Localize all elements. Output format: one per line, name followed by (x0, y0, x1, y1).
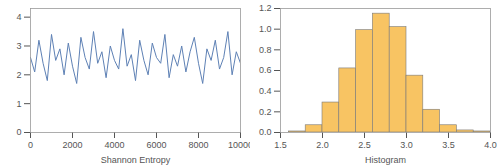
svg-text:Histogram: Histogram (365, 155, 406, 165)
svg-text:0.6: 0.6 (259, 65, 272, 75)
svg-text:1.0: 1.0 (259, 24, 272, 34)
svg-text:3.5: 3.5 (442, 140, 455, 150)
svg-text:1.2: 1.2 (259, 3, 272, 13)
svg-text:4.0: 4.0 (484, 140, 497, 150)
svg-text:0.2: 0.2 (259, 107, 272, 117)
svg-text:8000: 8000 (188, 140, 208, 150)
svg-text:Shannon Entropy: Shannon Entropy (101, 155, 171, 165)
svg-text:3.0: 3.0 (400, 140, 413, 150)
svg-text:1: 1 (16, 99, 21, 109)
svg-text:2.0: 2.0 (316, 140, 329, 150)
svg-text:10000: 10000 (228, 140, 250, 150)
svg-text:0: 0 (28, 140, 33, 150)
svg-text:2: 2 (16, 70, 21, 80)
svg-text:0.0: 0.0 (259, 127, 272, 137)
svg-text:2000: 2000 (62, 140, 82, 150)
svg-text:0: 0 (16, 127, 21, 137)
svg-text:4000: 4000 (104, 140, 124, 150)
svg-text:0.4: 0.4 (259, 86, 272, 96)
svg-text:1.5: 1.5 (274, 140, 287, 150)
svg-text:0.8: 0.8 (259, 45, 272, 55)
svg-text:3: 3 (16, 41, 21, 51)
svg-text:2.5: 2.5 (358, 140, 371, 150)
svg-text:6000: 6000 (146, 140, 166, 150)
svg-text:4: 4 (16, 12, 21, 22)
